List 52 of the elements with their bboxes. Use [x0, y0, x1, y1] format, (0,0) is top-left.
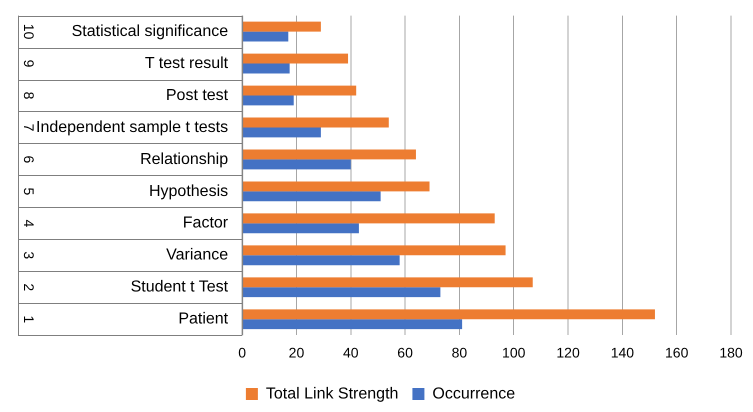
bar: [242, 287, 440, 298]
x-tick-label: 40: [342, 344, 359, 360]
y-tick-label: Post test: [166, 86, 229, 104]
bar: [242, 191, 381, 202]
bar: [242, 319, 462, 330]
bar: [242, 32, 288, 42]
bar: [242, 159, 351, 170]
text: 7: [21, 124, 38, 132]
bar: [242, 96, 294, 106]
bar: [242, 255, 400, 266]
bar: [242, 127, 321, 138]
x-tick-label: 80: [452, 344, 468, 360]
text: 2: [21, 283, 38, 292]
x-tick-label: 140: [610, 344, 634, 360]
bar: [242, 213, 495, 224]
x-tick-label: 120: [556, 344, 580, 360]
y-tick-label: Variance: [166, 246, 228, 264]
text: 1: [21, 315, 38, 324]
bar: [242, 64, 290, 74]
bar: [242, 54, 348, 64]
y-tick-label: Relationship: [140, 150, 228, 168]
bar: [242, 245, 506, 256]
bar: [242, 277, 533, 288]
legend-label: Occurrence: [432, 385, 516, 402]
x-tick-label: 20: [288, 344, 304, 360]
y-tick-label: Student t Test: [130, 278, 229, 296]
x-tick-label: 100: [502, 344, 526, 360]
y-tick-label: T test result: [144, 54, 229, 72]
y-tick-label: Statistical significance: [72, 22, 228, 40]
text: 3: [21, 251, 38, 260]
text: 6: [21, 156, 38, 164]
text: 10: [21, 24, 38, 40]
bar: [242, 181, 430, 192]
y-tick-label: Hypothesis: [148, 182, 228, 200]
y-tick-label: Independent sample t tests: [36, 118, 228, 136]
text: 5: [21, 187, 38, 196]
x-tick-label: 160: [665, 344, 689, 360]
text: 4: [21, 219, 38, 228]
y-tick-label: Patient: [178, 310, 229, 328]
bar: [242, 223, 359, 234]
legend-label: Total Link Strength: [266, 385, 398, 402]
bar: [242, 22, 321, 32]
bar: [242, 86, 356, 96]
x-tick-label: 60: [397, 344, 414, 360]
bar: [242, 150, 416, 160]
text: 8: [21, 92, 38, 100]
y-tick-label: Factor: [182, 214, 229, 232]
x-tick-label: 180: [719, 344, 743, 360]
bar: [242, 118, 389, 128]
text: 9: [21, 60, 38, 68]
x-tick-label: 0: [238, 344, 246, 360]
bar: [242, 309, 655, 320]
